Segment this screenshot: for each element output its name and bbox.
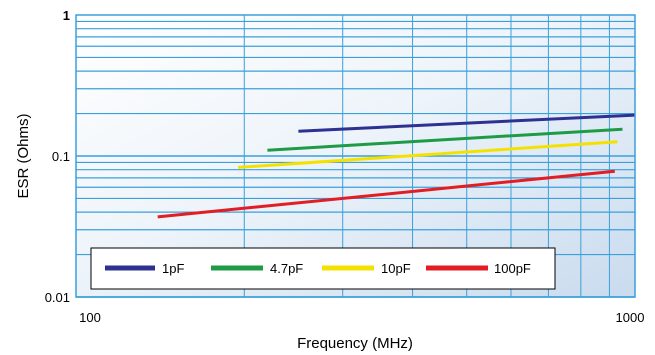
y-tick-label: 1: [63, 8, 70, 23]
series-line-1pF: [298, 113, 636, 133]
y-tick-label: 0.01: [45, 290, 70, 305]
series-line-10pF: [237, 140, 618, 169]
series-line-4.7pF: [267, 127, 623, 152]
y-axis-title: ESR (Ohms): [15, 113, 32, 198]
legend-label: 1pF: [162, 261, 184, 276]
x-axis-title: Frequency (MHz): [297, 335, 413, 352]
y-tick-label: 0.1: [52, 149, 70, 164]
series-line-100pF: [157, 169, 615, 219]
legend-label: 100pF: [494, 261, 531, 276]
legend-label: 10pF: [381, 261, 411, 276]
x-tick-label: 1000: [616, 310, 645, 325]
legend-label: 4.7pF: [270, 261, 303, 276]
plot-frame: [75, 14, 636, 298]
x-tick-label: 100: [79, 310, 101, 325]
legend: 1pF 4.7pF 10pF 100pF: [90, 247, 556, 290]
series-lines: [157, 113, 636, 219]
